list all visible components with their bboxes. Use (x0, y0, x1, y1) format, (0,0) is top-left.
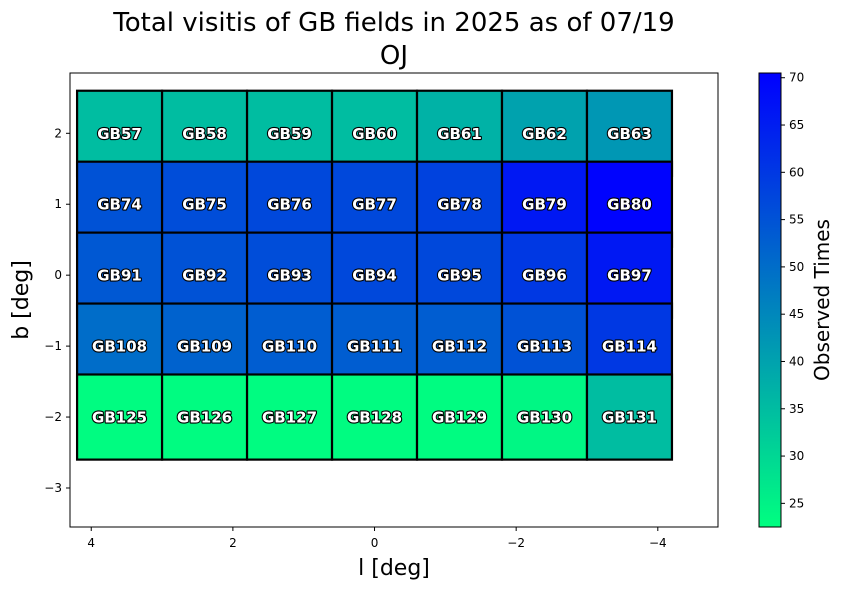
y-tick-label: 0 (54, 268, 62, 282)
y-axis-label: b [deg] (9, 260, 34, 340)
field-label-gb112: GB112 (432, 338, 487, 356)
field-label-gb75: GB75 (182, 196, 227, 214)
chart-title: Total visitis of GB fields in 2025 as of… (112, 8, 674, 38)
field-label-gb126: GB126 (177, 409, 232, 427)
y-tick-label: 2 (54, 126, 62, 140)
field-label-gb113: GB113 (517, 338, 572, 356)
chart-subtitle: OJ (380, 41, 408, 71)
x-tick-label: −2 (507, 536, 525, 550)
colorbar (758, 72, 782, 528)
field-label-gb77: GB77 (352, 196, 397, 214)
colorbar-tick-label: 50 (789, 260, 804, 274)
field-label-gb79: GB79 (522, 196, 567, 214)
colorbar-tick-label: 30 (789, 449, 804, 463)
colorbar-tick-label: 25 (789, 496, 804, 510)
colorbar-tick-label: 60 (789, 165, 804, 179)
field-label-gb125: GB125 (92, 409, 147, 427)
x-tick-label: 4 (87, 536, 95, 550)
x-tick-label: 0 (371, 536, 379, 550)
field-label-gb92: GB92 (182, 267, 227, 285)
x-tick-label: 2 (229, 536, 237, 550)
field-label-gb74: GB74 (97, 196, 142, 214)
x-axis-ticks: 4 2 0 −2 −4 (87, 527, 667, 550)
field-label-gb76: GB76 (267, 196, 312, 214)
field-cell-gb131 (585, 373, 674, 461)
field-label-gb94: GB94 (352, 267, 397, 285)
field-label-gb128: GB128 (347, 409, 402, 427)
y-tick-label: −2 (44, 410, 62, 424)
field-label-gb57: GB57 (97, 125, 142, 143)
field-label-gb129: GB129 (432, 409, 487, 427)
y-tick-label: −1 (44, 339, 62, 353)
field-label-gb78: GB78 (437, 196, 482, 214)
colorbar-tick-label: 35 (789, 402, 804, 416)
field-label-gb63: GB63 (607, 125, 652, 143)
field-cell-gb129 (415, 373, 504, 461)
colorbar-tick-label: 65 (789, 118, 804, 132)
field-label-gb127: GB127 (262, 409, 317, 427)
field-label-gb109: GB109 (177, 338, 232, 356)
field-label-gb131: GB131 (602, 409, 657, 427)
field-label-gb59: GB59 (267, 125, 312, 143)
y-tick-label: 1 (54, 197, 62, 211)
colorbar-tick-label: 70 (789, 71, 804, 85)
field-label-gb60: GB60 (352, 125, 397, 143)
field-label-gb97: GB97 (607, 267, 652, 285)
field-label-gb93: GB93 (267, 267, 312, 285)
colorbar-tick-label: 40 (789, 354, 804, 368)
field-label-gb96: GB96 (522, 267, 567, 285)
field-label-gb95: GB95 (437, 267, 482, 285)
y-axis-ticks: 2 1 0 −1 −2 −3 (44, 126, 70, 495)
colorbar-tick-label: 55 (789, 213, 804, 227)
field-label-gb58: GB58 (182, 125, 227, 143)
field-label-gb80: GB80 (607, 196, 652, 214)
field-label-gb62: GB62 (522, 125, 567, 143)
field-cell-gb130 (500, 373, 589, 461)
field-label-gb111: GB111 (347, 338, 402, 356)
y-tick-label: −3 (44, 481, 62, 495)
heatmap-cells (75, 89, 674, 461)
field-labels: GB57 GB58 GB59 GB60 GB61 GB62 GB63 GB74 GB75 GB76… (91, 124, 658, 428)
colorbar-label: Observed Times (810, 219, 834, 381)
colorbar-tick-label: 45 (789, 307, 804, 321)
field-label-gb130: GB130 (517, 409, 572, 427)
field-cell-gb126 (160, 373, 249, 461)
x-tick-label: −4 (649, 536, 667, 550)
field-label-gb61: GB61 (437, 125, 482, 143)
field-label-gb110: GB110 (262, 338, 317, 356)
field-label-gb91: GB91 (97, 267, 142, 285)
x-axis-label: l [deg] (358, 556, 430, 581)
colorbar-ticks: 25 30 35 40 45 50 55 60 65 70 (781, 71, 804, 510)
field-label-gb108: GB108 (92, 338, 147, 356)
field-label-gb114: GB114 (602, 338, 657, 356)
